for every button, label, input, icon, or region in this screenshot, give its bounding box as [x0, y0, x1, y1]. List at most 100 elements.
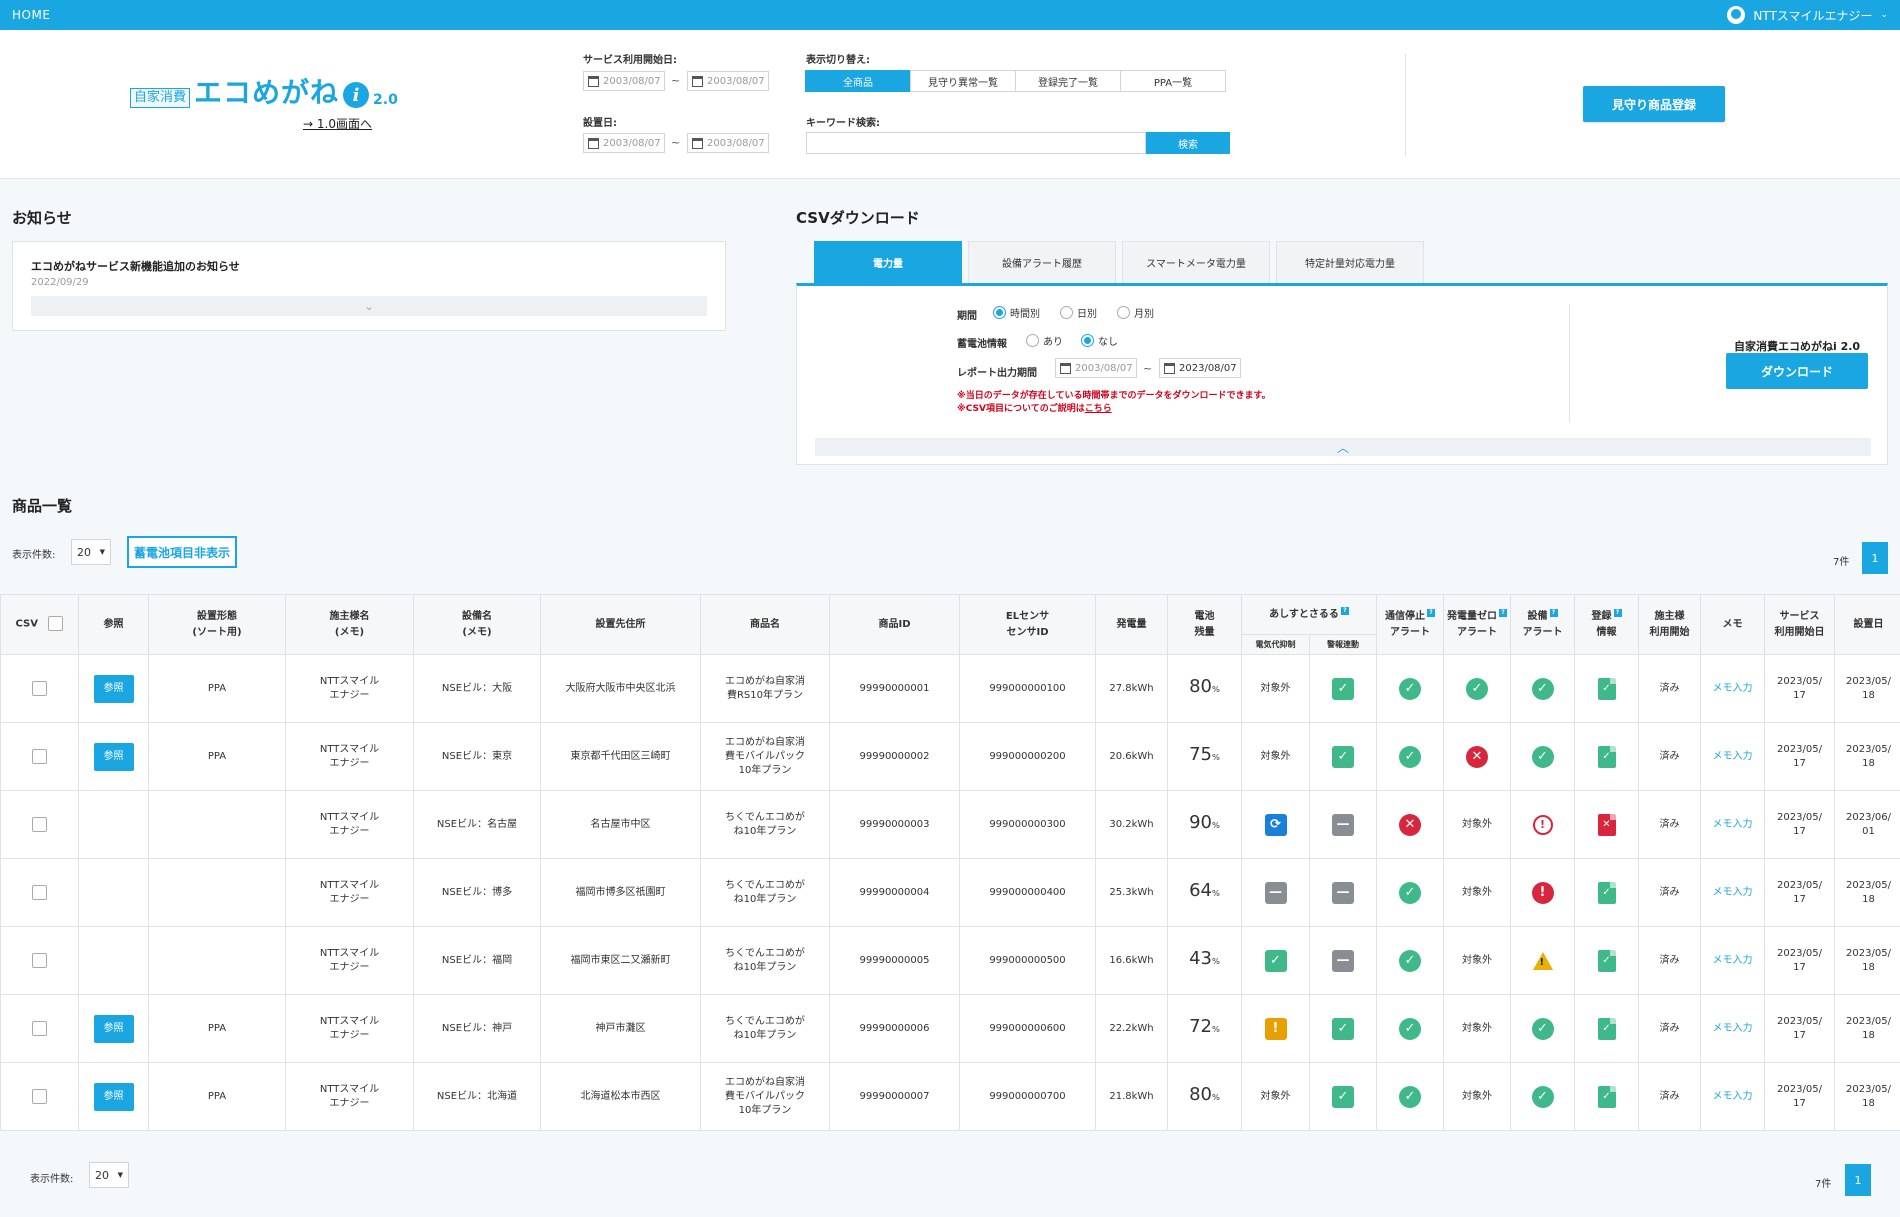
news-item-title[interactable]: エコめがねサービス新機能追加のお知らせ — [31, 260, 240, 273]
page-1-button[interactable]: 1 — [1862, 542, 1888, 574]
check-circle-icon[interactable]: ✓ — [1531, 745, 1554, 768]
report-from[interactable]: 2003/08/07 — [1055, 358, 1137, 378]
period-hourly-radio[interactable]: 時間別 — [993, 305, 1040, 320]
cell-install-date: 2023/05/18 — [1834, 1062, 1900, 1131]
check-circle-icon[interactable]: ✓ — [1399, 745, 1421, 768]
help-icon[interactable]: ? — [1499, 608, 1507, 617]
row-checkbox[interactable] — [32, 1020, 47, 1036]
view-tab-all[interactable]: 全商品 — [805, 70, 911, 92]
memo-input-link[interactable]: メモ入力 — [1712, 886, 1753, 898]
memo-input-link[interactable]: メモ入力 — [1712, 818, 1753, 830]
document-check-icon[interactable]: ✓ — [1597, 745, 1616, 768]
search-button[interactable]: 検索 — [1146, 132, 1230, 154]
check-circle-icon[interactable]: ✓ — [1399, 1017, 1421, 1040]
battery-no-radio[interactable]: なし — [1081, 333, 1118, 348]
check-circle-icon[interactable]: ✓ — [1399, 949, 1421, 972]
csv-tab-alert-history[interactable]: 設備アラート履歴 — [968, 241, 1116, 283]
page-1-button-bottom[interactable]: 1 — [1845, 1164, 1871, 1196]
check-square-icon[interactable]: ✓ — [1332, 677, 1354, 700]
reference-button[interactable]: 参照 — [93, 1082, 134, 1111]
memo-input-link[interactable]: メモ入力 — [1712, 682, 1753, 694]
per-page-select[interactable]: 20 ▼ — [71, 539, 111, 565]
help-icon[interactable]: ? — [1340, 606, 1349, 615]
minus-square-icon[interactable]: — — [1332, 813, 1354, 836]
period-daily-radio[interactable]: 日別 — [1060, 305, 1097, 320]
battery-yes-radio[interactable]: あり — [1026, 333, 1063, 348]
col-type[interactable]: 設置形態 (ソート用) — [148, 594, 286, 655]
csv-tab-smart-meter[interactable]: スマートメータ電力量 — [1122, 241, 1270, 283]
check-circle-icon[interactable]: ✓ — [1466, 677, 1488, 700]
memo-input-link[interactable]: メモ入力 — [1712, 954, 1753, 966]
view-tab-ppa[interactable]: PPA一覧 — [1120, 70, 1226, 92]
row-checkbox[interactable] — [32, 952, 47, 968]
minus-square-icon[interactable]: — — [1332, 881, 1354, 904]
history-alert-icon[interactable]: ! — [1532, 814, 1553, 835]
document-check-icon[interactable]: ✓ — [1597, 881, 1616, 904]
csv-tab-metering[interactable]: 特定計量対応電力量 — [1276, 241, 1424, 283]
calendar-icon — [692, 137, 703, 149]
install-date-to[interactable]: 2003/08/07 — [687, 133, 769, 153]
document-x-icon[interactable]: ✕ — [1597, 813, 1616, 836]
x-circle-icon[interactable]: ✕ — [1399, 813, 1421, 836]
home-link[interactable]: HOME — [12, 8, 51, 22]
help-icon[interactable]: ? — [1549, 608, 1558, 617]
reference-button[interactable]: 参照 — [93, 1014, 134, 1043]
minus-square-icon[interactable]: — — [1264, 881, 1287, 904]
period-monthly-radio[interactable]: 月別 — [1117, 305, 1154, 320]
reference-button[interactable]: 参照 — [93, 674, 134, 703]
refresh-square-icon[interactable]: ⟳ — [1264, 813, 1287, 836]
check-circle-icon[interactable]: ✓ — [1399, 1085, 1421, 1108]
per-page-select-bottom[interactable]: 20 ▼ — [89, 1162, 129, 1188]
exclamation-circle-icon[interactable]: ! — [1531, 881, 1554, 904]
row-checkbox[interactable] — [32, 680, 47, 696]
x-circle-icon[interactable]: ✕ — [1466, 745, 1488, 768]
row-checkbox[interactable] — [32, 1088, 47, 1104]
check-square-icon[interactable]: ✓ — [1264, 949, 1287, 972]
install-date-from[interactable]: 2003/08/07 — [583, 133, 665, 153]
view-tab-watch-abnormal[interactable]: 見守り異常一覧 — [910, 70, 1016, 92]
csv-tab-power[interactable]: 電力量 — [814, 241, 962, 283]
register-watch-product-button[interactable]: 見守り商品登録 — [1583, 86, 1725, 122]
reference-button[interactable]: 参照 — [93, 742, 134, 771]
hide-battery-columns-button[interactable]: 蓄電池項目非表示 — [127, 536, 237, 568]
download-button[interactable]: ダウンロード — [1726, 353, 1868, 389]
memo-input-link[interactable]: メモ入力 — [1712, 1022, 1753, 1034]
not-applicable-label: 対象外 — [1260, 1090, 1291, 1102]
result-count-bottom: 7件 — [1815, 1179, 1832, 1190]
view-tab-registered[interactable]: 登録完了一覧 — [1015, 70, 1121, 92]
memo-input-link[interactable]: メモ入力 — [1712, 1090, 1753, 1102]
document-check-icon[interactable]: ✓ — [1597, 1017, 1616, 1040]
calendar-icon — [692, 75, 703, 87]
check-square-icon[interactable]: ✓ — [1332, 1085, 1354, 1108]
service-start-from[interactable]: 2003/08/07 — [583, 71, 665, 91]
document-check-icon[interactable]: ✓ — [1597, 677, 1616, 700]
check-square-icon[interactable]: ✓ — [1332, 745, 1354, 768]
keyword-input[interactable] — [806, 132, 1146, 154]
document-check-icon[interactable]: ✓ — [1597, 949, 1616, 972]
document-check-icon[interactable]: ✓ — [1597, 1085, 1616, 1108]
check-circle-icon[interactable]: ✓ — [1399, 677, 1421, 700]
back-to-v1-link[interactable]: → 1.0画面へ — [303, 117, 372, 131]
help-icon[interactable]: ? — [1613, 608, 1622, 617]
service-start-to[interactable]: 2003/08/07 — [687, 71, 769, 91]
row-checkbox[interactable] — [32, 748, 47, 764]
exclamation-square-icon[interactable]: ! — [1264, 1017, 1287, 1040]
warning-triangle-icon[interactable]: ! — [1532, 951, 1553, 970]
help-icon[interactable]: ? — [1427, 608, 1435, 617]
row-checkbox[interactable] — [32, 816, 47, 832]
row-checkbox[interactable] — [32, 884, 47, 900]
select-all-checkbox[interactable] — [48, 616, 64, 632]
check-circle-icon[interactable]: ✓ — [1399, 881, 1421, 904]
cell-type — [148, 858, 286, 927]
memo-input-link[interactable]: メモ入力 — [1712, 750, 1753, 762]
csv-help-link[interactable]: こちら — [1084, 404, 1112, 414]
report-to[interactable]: 2023/08/07 — [1159, 358, 1241, 378]
check-square-icon[interactable]: ✓ — [1332, 1017, 1354, 1040]
csv-collapse-button[interactable]: ︿ — [815, 438, 1871, 456]
check-circle-icon[interactable]: ✓ — [1531, 1085, 1554, 1108]
check-circle-icon[interactable]: ✓ — [1531, 677, 1554, 700]
news-expand-button[interactable]: ⌄ — [31, 296, 707, 316]
minus-square-icon[interactable]: — — [1332, 949, 1354, 972]
check-circle-icon[interactable]: ✓ — [1531, 1017, 1554, 1040]
user-menu[interactable]: NTTスマイルエナジー ⌄ — [1727, 6, 1888, 24]
